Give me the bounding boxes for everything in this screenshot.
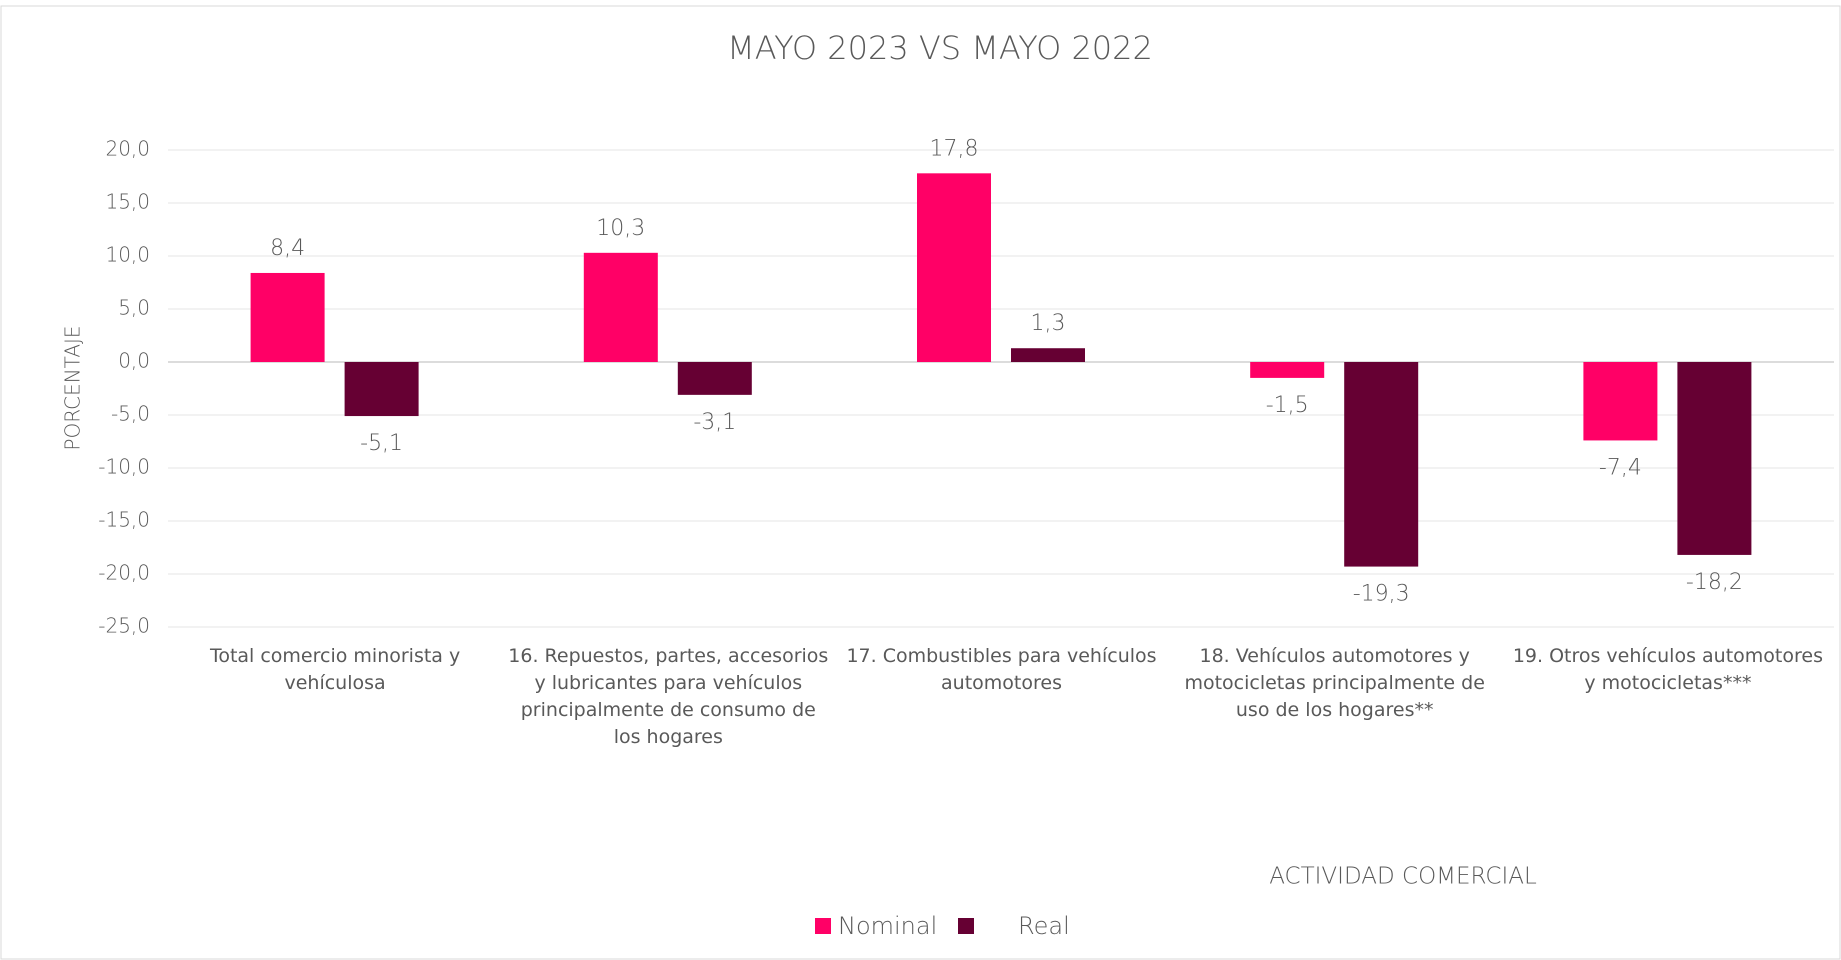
bar [583,252,658,362]
y-tick-label: 20,0 [105,137,150,161]
data-label: -3,1 [693,410,736,435]
bar [1250,362,1325,378]
bar [344,362,419,417]
data-label: -5,1 [360,431,403,456]
x-axis-label: ACTIVIDAD COMERCIAL [1269,864,1537,890]
bar [250,272,325,362]
y-tick-label: 10,0 [105,243,150,267]
y-tick-label: -20,0 [98,561,150,585]
x-tick-label: Total comercio minorista y vehículosa [209,645,461,694]
data-label: -19,3 [1353,582,1410,607]
x-tick-label: 18. Vehículos automotores y motocicletas… [1184,645,1485,721]
bar [917,173,991,362]
y-tick-label: 0,0 [118,349,150,373]
legend-swatch [815,918,831,934]
data-label: -1,5 [1266,393,1309,418]
y-tick-label: -5,0 [111,402,150,426]
legend-label: Real [1018,912,1070,940]
data-label: 1,3 [1031,311,1066,336]
data-label: 8,4 [270,236,305,261]
data-label: 10,3 [596,216,645,241]
x-tick-label: 17. Combustibles para vehículos automoto… [846,645,1157,694]
bar [677,362,752,395]
y-tick-label: -15,0 [98,508,150,532]
bar [1344,362,1419,567]
y-axis-label: PORCENTAJE [61,325,85,450]
data-label: 17,8 [930,136,979,161]
bar [1583,362,1658,441]
bar [1011,348,1085,362]
data-label: -18,2 [1686,570,1743,595]
y-tick-label: -10,0 [98,455,150,479]
x-tick-label: 19. Otros vehículos automotores y motoci… [1512,645,1823,694]
legend-swatch [958,918,974,934]
bar [1677,362,1752,555]
chart-title: MAYO 2023 VS MAYO 2022 [727,29,1153,67]
y-tick-label: -25,0 [98,614,150,638]
y-tick-label: 5,0 [118,296,150,320]
chart-border [0,5,1841,960]
x-tick-label: 16. Repuestos, partes, accesorios y lubr… [508,645,829,748]
data-label: -7,4 [1599,455,1642,480]
y-tick-label: 15,0 [105,190,150,214]
legend-label: Nominal [838,912,937,940]
